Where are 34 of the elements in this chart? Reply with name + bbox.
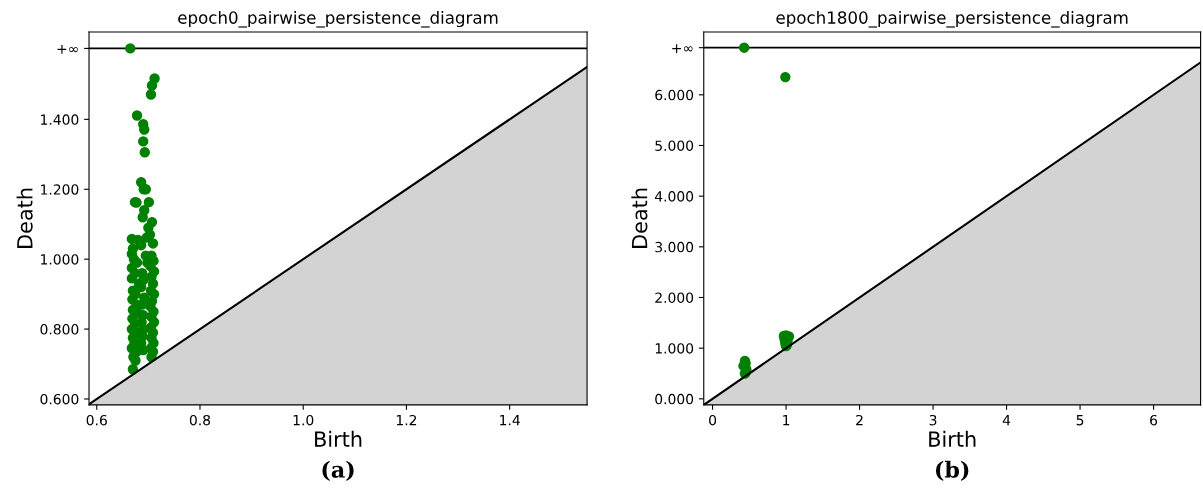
y-tick-label: 4.000 bbox=[654, 191, 694, 202]
x-tick-label: 1.2 bbox=[396, 414, 417, 426]
x-tick-label: 1.0 bbox=[293, 414, 314, 426]
y-tick-label: 6.000 bbox=[655, 89, 694, 101]
y-tick-label: 3.000 bbox=[655, 241, 694, 253]
chart-title: epoch1800_pairwise_persistence_diagram bbox=[776, 10, 1128, 28]
x-tick-label: 1.4 bbox=[500, 415, 520, 426]
x-tick-label: 6 bbox=[1150, 414, 1158, 426]
chart-title: epoch0_pairwise_persistence_diagram bbox=[178, 10, 498, 28]
x-tick-label: 0 bbox=[709, 414, 717, 426]
x-tick-label: 5 bbox=[1076, 415, 1084, 426]
y-tick-label: 1.000 bbox=[655, 343, 694, 354]
x-tick-label: 0.8 bbox=[189, 414, 211, 426]
y-axis-title: Death bbox=[16, 188, 33, 248]
y-tick-label: 1.400 bbox=[41, 114, 79, 125]
y-tick-label: 2.000 bbox=[655, 292, 694, 303]
y-tick-label: 0.600 bbox=[40, 393, 79, 405]
y-tick-label: +∞ bbox=[672, 44, 693, 53]
x-tick-label: 3 bbox=[929, 414, 937, 426]
x-tick-label: 2 bbox=[856, 414, 863, 426]
x-tick-label: 4 bbox=[1002, 415, 1011, 426]
y-tick-label: 1.200 bbox=[41, 184, 79, 195]
y-axis-title: Death bbox=[631, 188, 648, 248]
y-tick-label: +∞ bbox=[57, 44, 78, 54]
x-tick-label: 1 bbox=[783, 415, 790, 426]
y-tick-label: 1.000 bbox=[41, 254, 79, 265]
text: (b) bbox=[935, 460, 969, 481]
y-tick-label: 0.000 bbox=[655, 393, 694, 405]
x-axis-title: Birth bbox=[929, 430, 976, 447]
y-tick-label: 5.000 bbox=[655, 140, 694, 151]
x-tick-label: 0.6 bbox=[86, 414, 107, 426]
y-tick-label: 0.800 bbox=[40, 324, 79, 335]
x-axis-title: Birth bbox=[315, 430, 362, 447]
text: (a) bbox=[322, 460, 354, 481]
